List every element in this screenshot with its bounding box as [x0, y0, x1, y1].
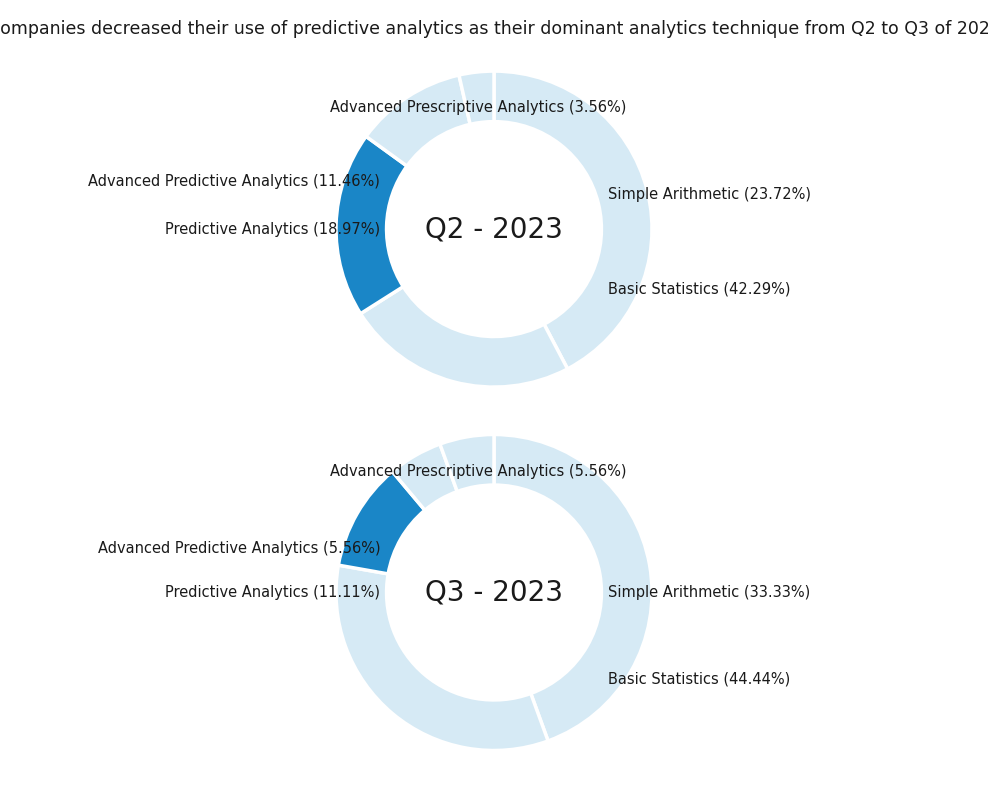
Text: Predictive Analytics (18.97%): Predictive Analytics (18.97%) — [165, 222, 380, 236]
Text: Advanced Prescriptive Analytics (5.56%): Advanced Prescriptive Analytics (5.56%) — [330, 464, 626, 479]
Wedge shape — [338, 472, 425, 574]
Text: Simple Arithmetic (23.72%): Simple Arithmetic (23.72%) — [608, 187, 811, 201]
Wedge shape — [392, 444, 457, 510]
Wedge shape — [494, 435, 652, 741]
Wedge shape — [361, 287, 567, 387]
Wedge shape — [336, 137, 407, 314]
Text: Companies decreased their use of predictive analytics as their dominant analytic: Companies decreased their use of predict… — [0, 20, 988, 38]
Text: Advanced Predictive Analytics (5.56%): Advanced Predictive Analytics (5.56%) — [98, 541, 380, 555]
Text: Advanced Prescriptive Analytics (3.56%): Advanced Prescriptive Analytics (3.56%) — [330, 100, 626, 115]
Wedge shape — [367, 75, 470, 166]
Text: Q2 - 2023: Q2 - 2023 — [425, 215, 563, 243]
Wedge shape — [336, 565, 548, 750]
Wedge shape — [459, 71, 494, 124]
Text: Q3 - 2023: Q3 - 2023 — [425, 578, 563, 607]
Text: Basic Statistics (42.29%): Basic Statistics (42.29%) — [608, 282, 790, 296]
Text: Predictive Analytics (11.11%): Predictive Analytics (11.11%) — [165, 585, 380, 600]
Text: Advanced Predictive Analytics (11.46%): Advanced Predictive Analytics (11.46%) — [88, 175, 380, 189]
Wedge shape — [440, 435, 494, 491]
Text: Basic Statistics (44.44%): Basic Statistics (44.44%) — [608, 672, 790, 687]
Wedge shape — [494, 71, 652, 369]
Text: Simple Arithmetic (33.33%): Simple Arithmetic (33.33%) — [608, 585, 810, 600]
